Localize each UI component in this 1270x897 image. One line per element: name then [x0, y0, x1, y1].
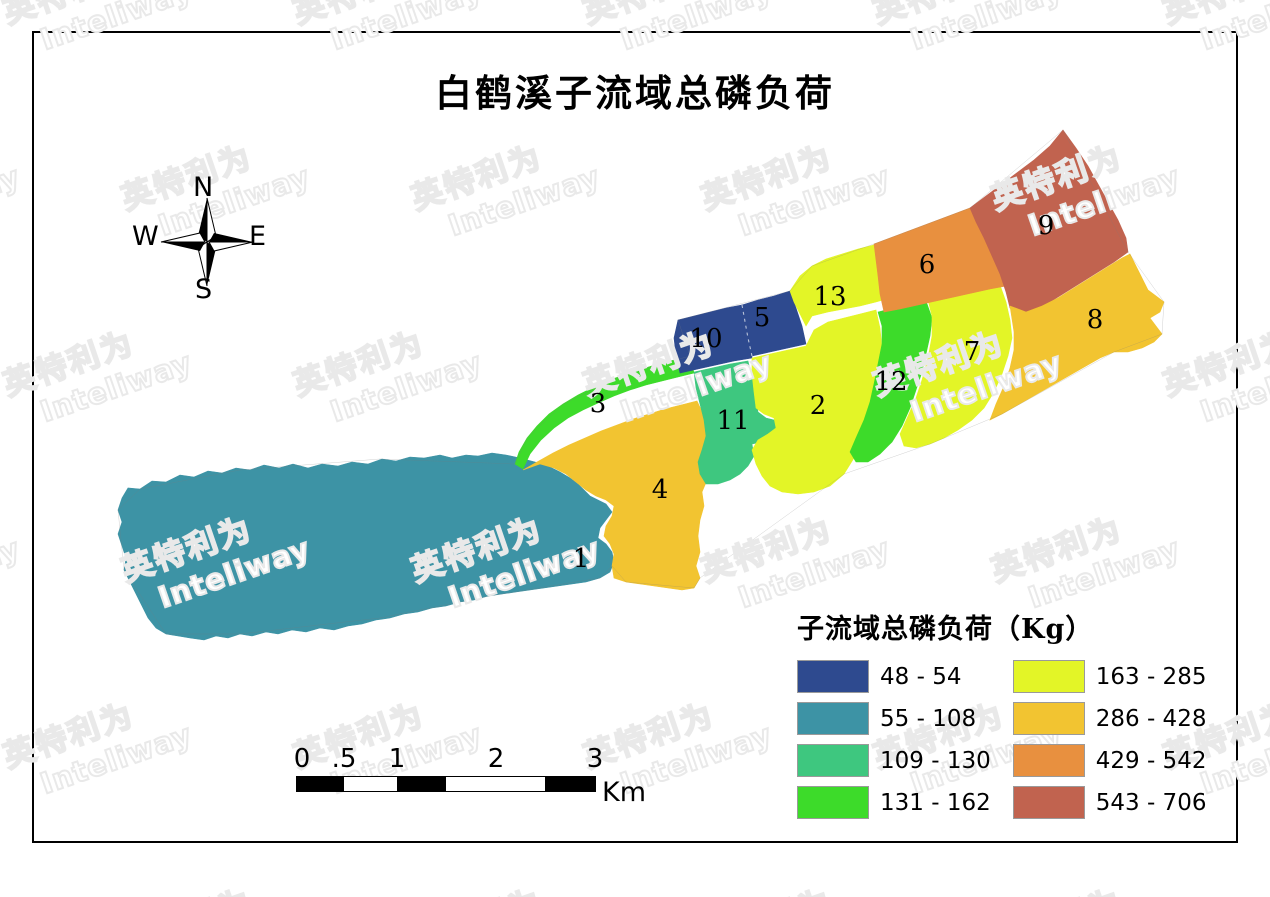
scale-tick-05: .5 [331, 744, 357, 774]
page-title: 白鹤溪子流域总磷负荷 [435, 71, 835, 115]
legend-swatch-55-108 [797, 702, 869, 735]
legend-label-55-108: 55 - 108 [880, 705, 977, 732]
region-label-9: 9 [1037, 211, 1055, 241]
legend-swatch-286-428 [1012, 702, 1085, 735]
legend-swatch-131-162 [797, 786, 869, 819]
region-label-12: 12 [874, 367, 908, 397]
region-label-4: 4 [651, 475, 669, 505]
scale-tick-0: 0 [293, 744, 311, 774]
legend-label-429-542: 429 - 542 [1095, 747, 1207, 774]
legend-swatch-543-706 [1012, 786, 1085, 819]
region-label-7: 7 [963, 337, 981, 367]
legend-items: 48 - 54 163 - 285 55 - 108 286 - 428 109… [797, 660, 1228, 819]
region-label-3: 3 [589, 389, 607, 419]
legend-label-163-285: 163 - 285 [1095, 663, 1207, 690]
legend-label-109-130: 109 - 130 [880, 747, 991, 774]
legend-swatch-163-285 [1012, 660, 1085, 693]
scale-bar-unit: Km [602, 777, 647, 808]
basin-outline [117, 129, 1165, 635]
scale-bar: 0 .5 1 2 3 Km [293, 744, 646, 808]
map-region-9[interactable] [969, 129, 1129, 315]
region-label-13: 13 [813, 282, 847, 312]
map-region-12[interactable] [849, 300, 933, 463]
compass-label-south: S [195, 274, 213, 305]
scale-tick-2: 2 [487, 744, 505, 774]
legend-swatch-429-542 [1012, 744, 1085, 777]
scale-bar-graphic [296, 776, 596, 792]
map-region-5[interactable] [741, 290, 807, 357]
legend-swatch-109-130 [797, 744, 869, 777]
legend-label-131-162: 131 - 162 [880, 789, 991, 816]
region-label-2: 2 [809, 391, 827, 421]
scale-tick-3: 3 [586, 744, 604, 774]
map-frame [32, 31, 1238, 843]
legend: 子流域总磷负荷（Kg） 48 - 54 163 - 285 55 - 108 2… [797, 607, 1228, 819]
map-region-1[interactable] [117, 452, 615, 641]
region-label-1: 1 [572, 544, 590, 574]
region-label-11: 11 [716, 406, 750, 436]
map-region-7[interactable] [899, 284, 1013, 449]
region-label-10: 10 [689, 324, 723, 354]
compass-rose-icon [160, 197, 254, 287]
map-region-4[interactable] [522, 400, 713, 591]
legend-label-543-706: 543 - 706 [1095, 789, 1207, 816]
map-region-2[interactable] [751, 309, 883, 495]
compass-label-west: W [132, 221, 159, 252]
compass-label-east: E [249, 221, 267, 252]
legend-swatch-48-54 [797, 660, 869, 693]
north-arrow: N S W E [130, 170, 290, 320]
legend-label-286-428: 286 - 428 [1095, 705, 1207, 732]
region-label-6: 6 [918, 250, 936, 280]
scale-tick-1: 1 [388, 744, 406, 774]
compass-label-north: N [193, 172, 214, 203]
legend-label-48-54: 48 - 54 [880, 663, 962, 690]
map-region-8[interactable] [989, 253, 1165, 421]
legend-title: 子流域总磷负荷（Kg） [797, 614, 1094, 645]
scale-bar-ticks: 0 .5 1 2 3 [293, 744, 604, 776]
region-label-8: 8 [1086, 305, 1104, 335]
region-label-5: 5 [753, 303, 771, 333]
